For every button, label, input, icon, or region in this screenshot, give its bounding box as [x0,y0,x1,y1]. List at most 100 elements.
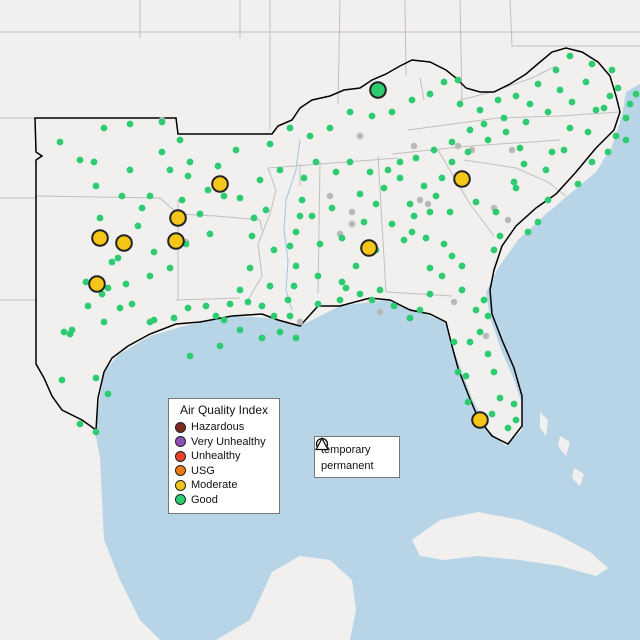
station-marker-good[interactable] [556,86,564,94]
station-marker-good[interactable] [146,272,154,280]
station-marker-good[interactable] [412,154,420,162]
station-marker-good[interactable] [480,296,488,304]
station-marker-good[interactable] [296,212,304,220]
station-marker-good[interactable] [100,318,108,326]
station-marker-good[interactable] [552,66,560,74]
station-marker-good[interactable] [236,286,244,294]
station-marker-good[interactable] [584,128,592,136]
station-marker-good[interactable] [126,120,134,128]
station-marker-good[interactable] [510,178,518,186]
station-marker-good[interactable] [146,192,154,200]
station-marker-good[interactable] [484,136,492,144]
station-marker-good[interactable] [158,148,166,156]
station-marker-moderate[interactable] [471,411,489,429]
station-marker-good[interactable] [496,394,504,402]
station-marker-good[interactable] [410,212,418,220]
station-marker-good[interactable] [388,108,396,116]
station-marker-good[interactable] [98,290,106,298]
station-marker-good[interactable] [104,390,112,398]
station-marker-good[interactable] [92,428,100,436]
station-marker-moderate[interactable] [115,234,133,252]
station-marker-good[interactable] [448,138,456,146]
station-marker-good[interactable] [426,290,434,298]
station-marker-good[interactable] [262,206,270,214]
station-marker-good[interactable] [568,98,576,106]
station-marker-good[interactable] [270,246,278,254]
station-marker-good[interactable] [360,218,368,226]
station-marker-moderate[interactable] [91,229,109,247]
station-marker-good[interactable] [248,232,256,240]
station-marker-good[interactable] [604,148,612,156]
station-marker-good[interactable] [266,282,274,290]
station-marker-good[interactable] [342,284,350,292]
station-marker-good[interactable] [512,92,520,100]
station-marker-inactive[interactable] [424,200,432,208]
station-marker-good[interactable] [466,338,474,346]
station-marker-good[interactable] [426,264,434,272]
station-marker-good[interactable] [366,168,374,176]
station-marker-good[interactable] [84,302,92,310]
station-marker-good[interactable] [356,290,364,298]
station-marker-good[interactable] [464,398,472,406]
station-marker-good[interactable] [454,76,462,84]
station-marker-inactive[interactable] [356,132,364,140]
station-marker-good[interactable] [458,262,466,270]
station-marker-good[interactable] [246,264,254,272]
station-marker-good[interactable] [346,158,354,166]
station-marker-good[interactable] [244,298,252,306]
station-marker-good[interactable] [458,286,466,294]
station-marker-good[interactable] [206,230,214,238]
station-marker-good[interactable] [400,236,408,244]
station-marker-good[interactable] [292,228,300,236]
station-marker-good[interactable] [396,158,404,166]
station-marker-good[interactable] [426,90,434,98]
station-marker-good[interactable] [464,148,472,156]
station-marker-inactive[interactable] [348,220,356,228]
station-marker-good[interactable] [338,234,346,242]
station-marker-good[interactable] [600,104,608,112]
station-marker-good[interactable] [176,136,184,144]
station-marker-good[interactable] [150,316,158,324]
station-marker-moderate[interactable] [211,175,229,193]
station-marker-inactive[interactable] [348,208,356,216]
station-marker-good[interactable] [138,204,146,212]
station-marker-good[interactable] [632,90,640,98]
station-marker-good[interactable] [60,328,68,336]
station-marker-good[interactable] [448,158,456,166]
station-marker-good[interactable] [560,146,568,154]
station-marker-good[interactable] [534,218,542,226]
station-marker-good[interactable] [336,296,344,304]
station-marker-good[interactable] [384,166,392,174]
station-marker-good[interactable] [612,132,620,140]
station-marker-good[interactable] [588,158,596,166]
station-marker-good[interactable] [314,272,322,280]
station-marker-good[interactable] [494,96,502,104]
station-marker-good[interactable] [524,228,532,236]
station-marker-good[interactable] [438,272,446,280]
station-marker-good[interactable] [226,300,234,308]
station-marker-good[interactable] [184,304,192,312]
station-marker-good[interactable] [116,304,124,312]
station-marker-good[interactable] [472,306,480,314]
station-marker-good[interactable] [476,106,484,114]
station-marker-good[interactable] [408,228,416,236]
station-marker-inactive[interactable] [454,142,462,150]
station-marker-good[interactable] [166,264,174,272]
station-marker-good[interactable] [372,200,380,208]
station-marker-good[interactable] [490,368,498,376]
station-marker-good[interactable] [236,326,244,334]
station-marker-good[interactable] [376,286,384,294]
station-marker-good[interactable] [526,100,534,108]
station-marker-good[interactable] [622,136,630,144]
station-marker-good[interactable] [108,258,116,266]
station-marker-good[interactable] [332,168,340,176]
station-marker-good[interactable] [292,334,300,342]
station-marker-good[interactable] [216,342,224,350]
station-marker-good[interactable] [606,92,614,100]
station-marker-good[interactable] [306,132,314,140]
station-marker-good[interactable] [512,184,520,192]
station-marker-good[interactable] [502,128,510,136]
station-marker-moderate[interactable] [167,232,185,250]
station-marker-good[interactable] [202,302,210,310]
